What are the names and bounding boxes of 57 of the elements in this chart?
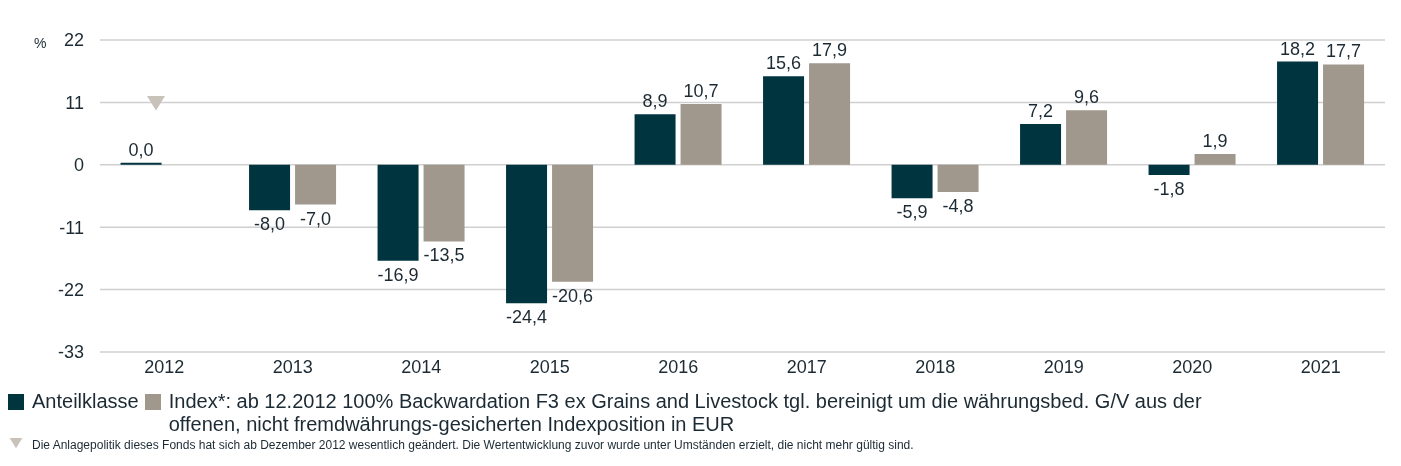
data-label: 10,7 xyxy=(683,81,719,102)
bar xyxy=(1148,164,1190,176)
bar xyxy=(634,114,676,165)
x-tick-label: 2014 xyxy=(401,356,442,377)
data-label: 7,2 xyxy=(1028,100,1054,121)
bar xyxy=(552,164,594,282)
data-label: 17,9 xyxy=(812,40,848,61)
y-tick-label: 0 xyxy=(73,155,84,176)
bar xyxy=(506,164,548,304)
bar xyxy=(423,164,465,242)
bar xyxy=(937,164,979,193)
bar xyxy=(295,164,337,205)
x-tick-label: 2012 xyxy=(144,356,185,377)
y-tick-label: 11 xyxy=(65,92,84,113)
data-label: 18,2 xyxy=(1280,38,1316,59)
bar xyxy=(1277,61,1319,165)
data-label: 17,7 xyxy=(1326,41,1362,62)
data-label: -8,0 xyxy=(254,214,286,235)
bar xyxy=(680,104,722,165)
bar xyxy=(809,63,851,165)
data-label: -5,9 xyxy=(896,202,928,223)
bar xyxy=(249,164,291,211)
data-label: 15,6 xyxy=(766,53,802,74)
data-label: -20,6 xyxy=(552,285,594,306)
x-tick-label: 2018 xyxy=(915,356,956,377)
data-label: -7,0 xyxy=(300,208,332,229)
x-tick-label: 2016 xyxy=(658,356,699,377)
data-label: 1,9 xyxy=(1202,131,1228,152)
x-tick-label: 2021 xyxy=(1300,356,1341,377)
legend-label: Index*: ab 12.2012 100% Backwardation F3 ex Grains and Livestock tgl. bereinigt um die währungsbed. G/V aus der offenen, nicht fremdwährungs-gesicherten Indexposition in EUR xyxy=(168,390,1203,436)
data-label: -1,8 xyxy=(1153,179,1185,200)
bar xyxy=(1020,123,1062,165)
x-tick-label: 2015 xyxy=(529,356,570,377)
bar xyxy=(763,76,805,165)
bar xyxy=(1323,64,1365,165)
y-axis-title: % xyxy=(34,35,47,51)
y-tick-label: -33 xyxy=(57,342,84,363)
data-label: -16,9 xyxy=(377,264,419,285)
data-label: 8,9 xyxy=(642,91,668,112)
bar xyxy=(1066,110,1108,165)
y-tick-label: -22 xyxy=(57,279,84,300)
data-label: -4,8 xyxy=(942,196,974,217)
x-tick-label: 2019 xyxy=(1043,356,1084,377)
text: Die Anlagepolitik dieses Fonds hat sich ab Dezember 2012 wesentlich geändert. Die Wertentwicklung zuvor wurde unter Umständen erzielt, die nicht mehr gültig sind. xyxy=(32,438,914,452)
legend-label: Anteilklasse xyxy=(32,390,139,413)
bar xyxy=(891,164,933,199)
bar xyxy=(1194,154,1236,165)
y-tick-label: -11 xyxy=(59,217,84,238)
x-tick-label: 2017 xyxy=(786,356,827,377)
data-label: 0,0 xyxy=(128,139,154,160)
data-label: -13,5 xyxy=(423,245,465,266)
x-tick-label: 2020 xyxy=(1172,356,1213,377)
data-label: 9,6 xyxy=(1074,87,1100,108)
data-label: -24,4 xyxy=(506,307,548,328)
x-tick-label: 2013 xyxy=(272,356,313,377)
y-tick-label: 22 xyxy=(63,30,84,51)
bar xyxy=(377,164,419,261)
